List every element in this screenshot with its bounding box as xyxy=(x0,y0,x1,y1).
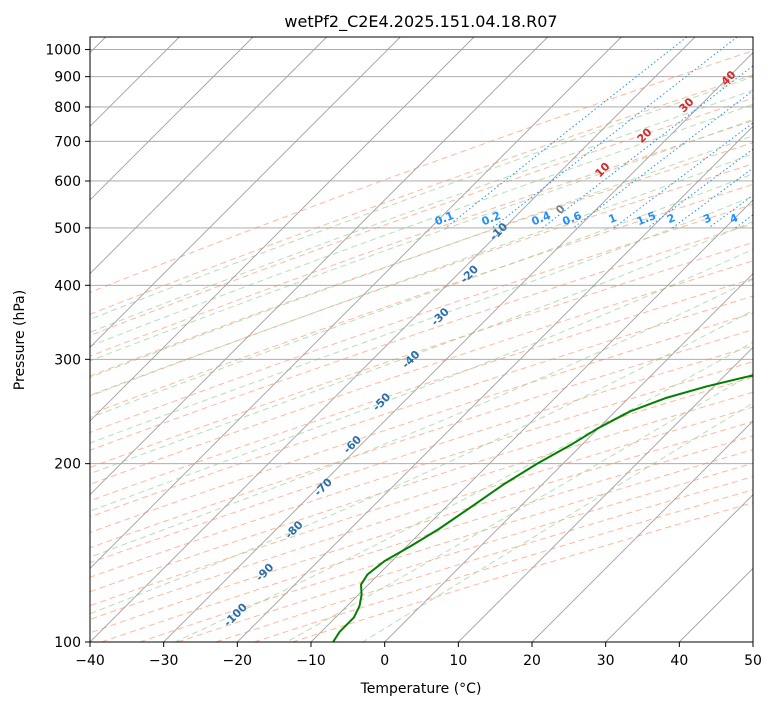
moist-adiabat xyxy=(90,278,753,558)
dry-adiabat xyxy=(90,97,753,337)
x-tick-label: 40 xyxy=(670,653,688,669)
mixing-ratio-label: 2 xyxy=(665,211,677,226)
y-tick-label: 500 xyxy=(54,221,81,237)
y-tick-label: 800 xyxy=(54,100,81,116)
y-axis-label: Pressure (hPa) xyxy=(12,290,28,390)
isotherm xyxy=(90,37,696,642)
isotherm xyxy=(531,420,753,642)
y-axis-ticks: 1000 900 800 700 600 500 400 300 200 100 xyxy=(45,43,90,651)
dry-adiabat xyxy=(90,223,753,451)
x-tick-label: 20 xyxy=(523,653,541,669)
x-axis-label: Temperature (°C) xyxy=(360,681,482,697)
isotherm xyxy=(384,273,753,642)
mixing-ratio-label: 1 xyxy=(607,211,619,226)
dewpoint-line xyxy=(332,374,753,642)
dry-adiabat xyxy=(90,312,753,533)
y-tick-label: 300 xyxy=(54,352,81,368)
dry-adiabat xyxy=(101,435,753,642)
chart-title: wetPf2_C2E4.2025.151.04.18.R07 xyxy=(284,12,557,32)
dry-adiabat xyxy=(90,361,753,578)
isotherm xyxy=(163,52,753,642)
x-tick-label: 50 xyxy=(744,653,762,669)
isotherm xyxy=(605,494,753,642)
dry-adiabat xyxy=(90,183,753,415)
y-tick-label: 1000 xyxy=(45,43,81,59)
isotherm xyxy=(90,37,548,496)
isotherm xyxy=(90,37,254,201)
isotherm xyxy=(310,199,753,642)
isotherm xyxy=(458,346,753,642)
moist-adiabat xyxy=(90,89,753,333)
x-tick-label: 30 xyxy=(597,653,615,669)
moist-adiabat xyxy=(90,195,753,444)
moist-adiabat xyxy=(90,118,753,362)
isotherm xyxy=(237,125,753,642)
y-tick-label: 400 xyxy=(54,278,81,294)
y-tick-label: 100 xyxy=(54,635,81,651)
isotherm xyxy=(90,37,622,569)
moist-adiabat xyxy=(90,153,753,397)
moist-adiabat xyxy=(90,76,753,320)
x-tick-label: −40 xyxy=(75,653,105,669)
mixing-ratio-label: 3 xyxy=(701,211,713,226)
x-tick-label: −30 xyxy=(149,653,179,669)
dry-adiabat xyxy=(90,278,753,502)
dry-adiabat xyxy=(215,476,753,642)
dry-adiabat xyxy=(177,462,753,642)
mixing-ratio-line xyxy=(572,90,753,229)
dry-adiabat xyxy=(90,329,753,549)
dry-adiabat xyxy=(90,406,753,620)
dry-adiabat xyxy=(90,142,753,377)
dry-adiabat xyxy=(90,50,753,293)
mixing-ratio-line xyxy=(542,65,753,229)
moist-adiabat xyxy=(90,173,753,419)
y-tick-label: 600 xyxy=(54,174,81,190)
x-tick-label: −20 xyxy=(223,653,253,669)
dry-adiabat xyxy=(292,502,753,642)
background-lines xyxy=(90,37,753,642)
mixing-ratio-line xyxy=(492,37,738,229)
x-tick-label: 10 xyxy=(449,653,467,669)
isotherm xyxy=(90,37,327,275)
sounding-lines xyxy=(332,374,753,642)
plot-frame xyxy=(89,36,754,643)
dry-adiabat xyxy=(90,376,753,593)
dry-adiabat xyxy=(90,241,753,469)
x-axis-ticks: −40 −30 −20 −10 0 10 20 30 40 50 xyxy=(75,642,762,669)
y-tick-label: 900 xyxy=(54,70,81,86)
mixing-ratio-line xyxy=(672,167,753,229)
isotherm xyxy=(90,37,401,348)
isotherm xyxy=(90,37,475,422)
y-tick-label: 200 xyxy=(54,457,81,473)
y-tick-label: 700 xyxy=(54,134,81,150)
x-tick-label: −10 xyxy=(296,653,326,669)
x-tick-label: 0 xyxy=(380,653,389,669)
